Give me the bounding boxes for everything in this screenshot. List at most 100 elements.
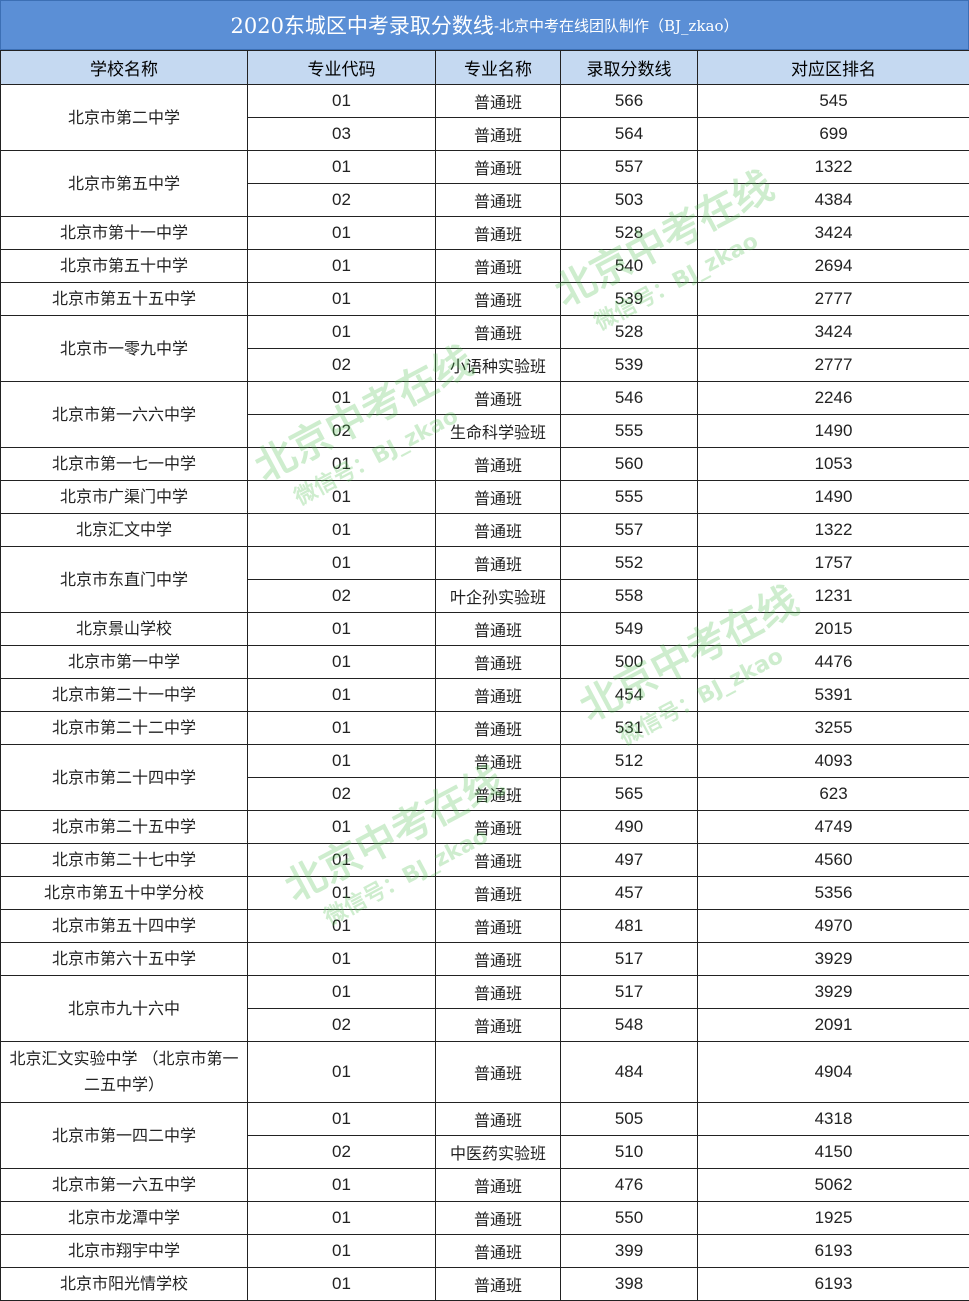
score: 517: [561, 943, 698, 976]
program-name: 叶企孙实验班: [436, 580, 561, 613]
school-name: 北京市九十六中: [1, 976, 248, 1042]
school-name: 北京市第十一中学: [1, 217, 248, 250]
program-name: 普通班: [436, 1169, 561, 1202]
school-name: 北京市翔宇中学: [1, 1235, 248, 1268]
program-code: 01: [248, 1235, 436, 1268]
program-code: 01: [248, 910, 436, 943]
program-code: 01: [248, 250, 436, 283]
rank: 2694: [698, 250, 969, 283]
program-code: 01: [248, 382, 436, 415]
program-code: 01: [248, 877, 436, 910]
program-name: 普通班: [436, 1103, 561, 1136]
score: 565: [561, 778, 698, 811]
score: 457: [561, 877, 698, 910]
program-code: 02: [248, 1009, 436, 1042]
rank: 1490: [698, 481, 969, 514]
program-code: 01: [248, 844, 436, 877]
score: 497: [561, 844, 698, 877]
program-name: 普通班: [436, 547, 561, 580]
rank: 1925: [698, 1202, 969, 1235]
program-name: 普通班: [436, 316, 561, 349]
school-name: 北京市阳光情学校: [1, 1268, 248, 1301]
score: 555: [561, 415, 698, 448]
score: 566: [561, 85, 698, 118]
score: 398: [561, 1268, 698, 1301]
title-main: 2020东城区中考录取分数线: [230, 10, 493, 40]
school-name: 北京市第一七一中学: [1, 448, 248, 481]
rank: 1490: [698, 415, 969, 448]
school-name: 北京市第五十四中学: [1, 910, 248, 943]
score: 550: [561, 1202, 698, 1235]
program-code: 01: [248, 1042, 436, 1103]
program-code: 02: [248, 778, 436, 811]
program-name: 生命科学验班: [436, 415, 561, 448]
rank: 545: [698, 85, 969, 118]
school-name: 北京市第二十一中学: [1, 679, 248, 712]
score: 539: [561, 283, 698, 316]
school-name: 北京市第二十四中学: [1, 745, 248, 811]
score: 481: [561, 910, 698, 943]
rank: 3929: [698, 976, 969, 1009]
program-name: 普通班: [436, 85, 561, 118]
program-code: 02: [248, 580, 436, 613]
program-name: 普通班: [436, 1235, 561, 1268]
school-name: 北京市龙潭中学: [1, 1202, 248, 1235]
program-name: 普通班: [436, 184, 561, 217]
table-title: 2020东城区中考录取分数线-北京中考在线团队制作（BJ_zkao）: [0, 0, 969, 50]
score: 512: [561, 745, 698, 778]
school-name: 北京汇文实验中学 （北京市第一二五中学）: [1, 1042, 248, 1103]
rank: 6193: [698, 1268, 969, 1301]
rank: 1322: [698, 514, 969, 547]
rank: 3424: [698, 316, 969, 349]
rank: 4318: [698, 1103, 969, 1136]
program-code: 01: [248, 217, 436, 250]
program-code: 03: [248, 118, 436, 151]
program-code: 01: [248, 1202, 436, 1235]
school-name: 北京市第五十中学: [1, 250, 248, 283]
score: 564: [561, 118, 698, 151]
program-code: 01: [248, 283, 436, 316]
score: 500: [561, 646, 698, 679]
program-code: 01: [248, 1103, 436, 1136]
score: 476: [561, 1169, 698, 1202]
program-code: 01: [248, 1268, 436, 1301]
program-code: 01: [248, 85, 436, 118]
program-code: 01: [248, 613, 436, 646]
program-name: 普通班: [436, 1042, 561, 1103]
rank: 5062: [698, 1169, 969, 1202]
program-code: 01: [248, 811, 436, 844]
header-score: 录取分数线: [561, 51, 698, 85]
header-rank: 对应区排名: [698, 51, 969, 85]
program-name: 普通班: [436, 778, 561, 811]
rank: 3424: [698, 217, 969, 250]
rank: 1231: [698, 580, 969, 613]
school-name: 北京市第二十五中学: [1, 811, 248, 844]
school-name: 北京景山学校: [1, 613, 248, 646]
school-name: 北京市第一四二中学: [1, 1103, 248, 1169]
rank: 3255: [698, 712, 969, 745]
school-name: 北京市东直门中学: [1, 547, 248, 613]
rank: 1322: [698, 151, 969, 184]
program-code: 01: [248, 481, 436, 514]
score: 539: [561, 349, 698, 382]
score: 399: [561, 1235, 698, 1268]
score: 528: [561, 217, 698, 250]
header-row: 学校名称 专业代码 专业名称 录取分数线 对应区排名: [1, 51, 969, 85]
